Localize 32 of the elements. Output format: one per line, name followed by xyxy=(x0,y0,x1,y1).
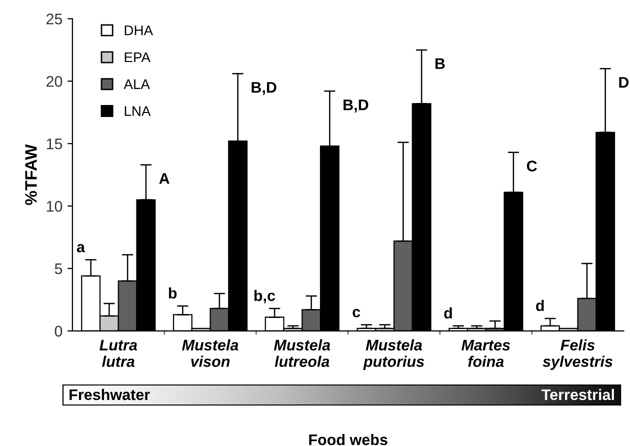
annotation: D xyxy=(619,77,629,88)
annotation: b,c xyxy=(254,290,276,304)
x-tick-label: Felis sylvestris xyxy=(542,339,612,370)
annotation: B,D xyxy=(344,100,368,112)
y-tick-label: 0 xyxy=(54,326,62,337)
annotation: A xyxy=(159,173,170,184)
y-tick-label: 15 xyxy=(46,138,62,150)
annotation: B,D xyxy=(252,82,276,95)
legend-label: EPA xyxy=(124,52,150,62)
x-tick-label: Mustela lutreola xyxy=(274,339,330,367)
y-tick-label: 10 xyxy=(46,200,62,212)
y-tick-label: 20 xyxy=(46,76,62,87)
annotation: c xyxy=(352,308,360,318)
annotation: a xyxy=(76,244,86,252)
text: Freshwater xyxy=(70,388,150,400)
annotation: C xyxy=(526,160,537,172)
annotation: b xyxy=(168,287,177,299)
y-tick-label: 25 xyxy=(46,14,62,24)
x-axis-title: Food webs xyxy=(309,434,388,446)
annotation: d xyxy=(444,307,452,319)
legend-label: DHA xyxy=(124,26,154,36)
x-tick-label: Mustela vison xyxy=(182,339,238,367)
x-tick-label: Mustela putorius xyxy=(363,339,424,370)
annotation: B xyxy=(435,58,445,69)
text: Terrestrial xyxy=(542,388,614,400)
annotation: d xyxy=(536,300,544,312)
y-tick-label: 5 xyxy=(54,264,62,274)
x-tick-label: Lutra lutra xyxy=(100,340,138,367)
y-axis-title: %TFAW xyxy=(25,144,37,205)
x-tick-label: Martes foina xyxy=(462,340,510,367)
legend-label: LNA xyxy=(124,106,151,116)
legend-label: ALA xyxy=(124,79,150,89)
